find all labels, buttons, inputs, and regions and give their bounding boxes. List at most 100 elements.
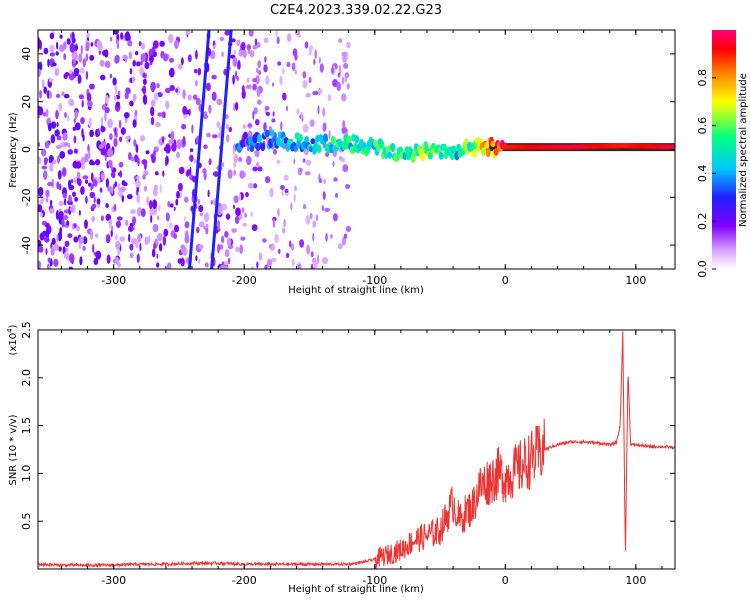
noise-speckle [243, 123, 246, 130]
noise-speckle [73, 117, 77, 124]
noise-speckle [235, 207, 241, 216]
noise-speckle [85, 195, 88, 204]
noise-speckle [273, 148, 277, 155]
noise-speckle [68, 98, 74, 106]
noise-speckle [211, 74, 217, 80]
noise-speckle [152, 51, 158, 58]
noise-speckle [291, 258, 295, 267]
noise-speckle [256, 87, 261, 98]
noise-speckle [64, 198, 67, 206]
noise-speckle [252, 83, 257, 91]
noise-speckle [271, 118, 276, 123]
noise-speckle [115, 39, 119, 44]
noise-speckle [59, 227, 63, 235]
noise-speckle [233, 153, 239, 164]
noise-speckle [157, 92, 163, 98]
noise-speckle [262, 238, 267, 243]
noise-speckle [241, 41, 246, 51]
noise-speckle [211, 134, 218, 139]
noise-speckle [245, 84, 252, 90]
noise-speckle [129, 252, 134, 259]
noise-speckle [319, 178, 322, 184]
noise-speckle [312, 260, 318, 269]
noise-speckle [47, 89, 50, 99]
noise-speckle [65, 252, 70, 261]
noise-speckle [63, 209, 70, 214]
noise-speckle [118, 161, 124, 168]
noise-speckle [257, 166, 263, 172]
noise-speckle [132, 93, 137, 102]
noise-speckle [189, 154, 194, 162]
snr-x-tick-label: 0 [502, 574, 509, 587]
noise-speckle [322, 107, 326, 117]
noise-speckle [120, 127, 126, 135]
noise-speckle [280, 121, 283, 131]
noise-speckle [302, 124, 309, 133]
noise-speckle [317, 89, 323, 94]
noise-speckle [284, 188, 289, 193]
noise-speckle [142, 174, 146, 180]
signal-blob [420, 152, 425, 162]
noise-speckle [233, 204, 235, 210]
noise-speckle [55, 210, 60, 220]
noise-speckle [282, 227, 286, 234]
noise-speckle [341, 93, 347, 102]
noise-speckle [47, 265, 51, 269]
noise-speckle [82, 175, 89, 180]
noise-speckle [338, 243, 343, 250]
noise-speckle [50, 246, 55, 256]
noise-speckle [78, 53, 83, 63]
snr-y-ticks: 0.5 1.0 1.5 2.0 2.5 [20, 321, 675, 530]
noise-speckle [217, 243, 220, 254]
spectrogram-y-tick-label: 20 [20, 95, 33, 109]
noise-speckle [332, 160, 335, 167]
noise-speckle [114, 181, 118, 188]
noise-speckle [41, 148, 47, 157]
signal-blob [249, 144, 255, 153]
noise-speckle [68, 69, 73, 74]
noise-speckle [132, 60, 136, 67]
noise-speckle [210, 199, 213, 205]
noise-speckle [71, 37, 76, 44]
noise-speckle [278, 248, 281, 255]
noise-speckle [254, 38, 258, 46]
noise-speckle [68, 179, 72, 189]
noise-speckle [127, 152, 132, 161]
noise-speckle [246, 44, 251, 51]
noise-speckle [86, 92, 92, 103]
noise-speckle [180, 257, 185, 267]
noise-speckle [227, 169, 233, 180]
noise-speckle [48, 78, 54, 83]
colorbar-gradient [712, 30, 736, 269]
noise-speckle [198, 205, 204, 213]
noise-speckle [203, 144, 208, 150]
noise-speckle [297, 167, 303, 173]
noise-speckle [77, 74, 82, 84]
noise-speckle [266, 258, 273, 268]
noise-speckle [114, 54, 120, 64]
noise-speckle [105, 234, 111, 244]
snr-frame [37, 329, 676, 570]
noise-speckle [213, 171, 219, 177]
noise-speckle [275, 31, 278, 37]
noise-speckle [257, 60, 262, 69]
noise-speckle [105, 95, 109, 104]
noise-speckle [47, 58, 50, 68]
figure-title: C2E4.2023.339.02.22.G23 [270, 3, 442, 18]
noise-speckle [104, 106, 110, 114]
noise-speckle [140, 60, 143, 66]
noise-speckle [144, 236, 149, 246]
noise-speckle [114, 84, 118, 95]
noise-speckle [91, 184, 94, 189]
noise-speckle [55, 93, 61, 98]
noise-speckle [96, 198, 101, 205]
noise-speckle [256, 41, 261, 49]
noise-speckle [240, 236, 246, 241]
noise-speckle [152, 40, 159, 49]
noise-speckle [190, 206, 194, 212]
noise-speckle [282, 67, 285, 75]
snr-panel: -300 -200 -100 0 100 0.5 1.0 1.5 2.0 2.5 Height … [6, 321, 676, 595]
noise-speckle [111, 225, 114, 232]
noise-speckle [88, 182, 91, 187]
